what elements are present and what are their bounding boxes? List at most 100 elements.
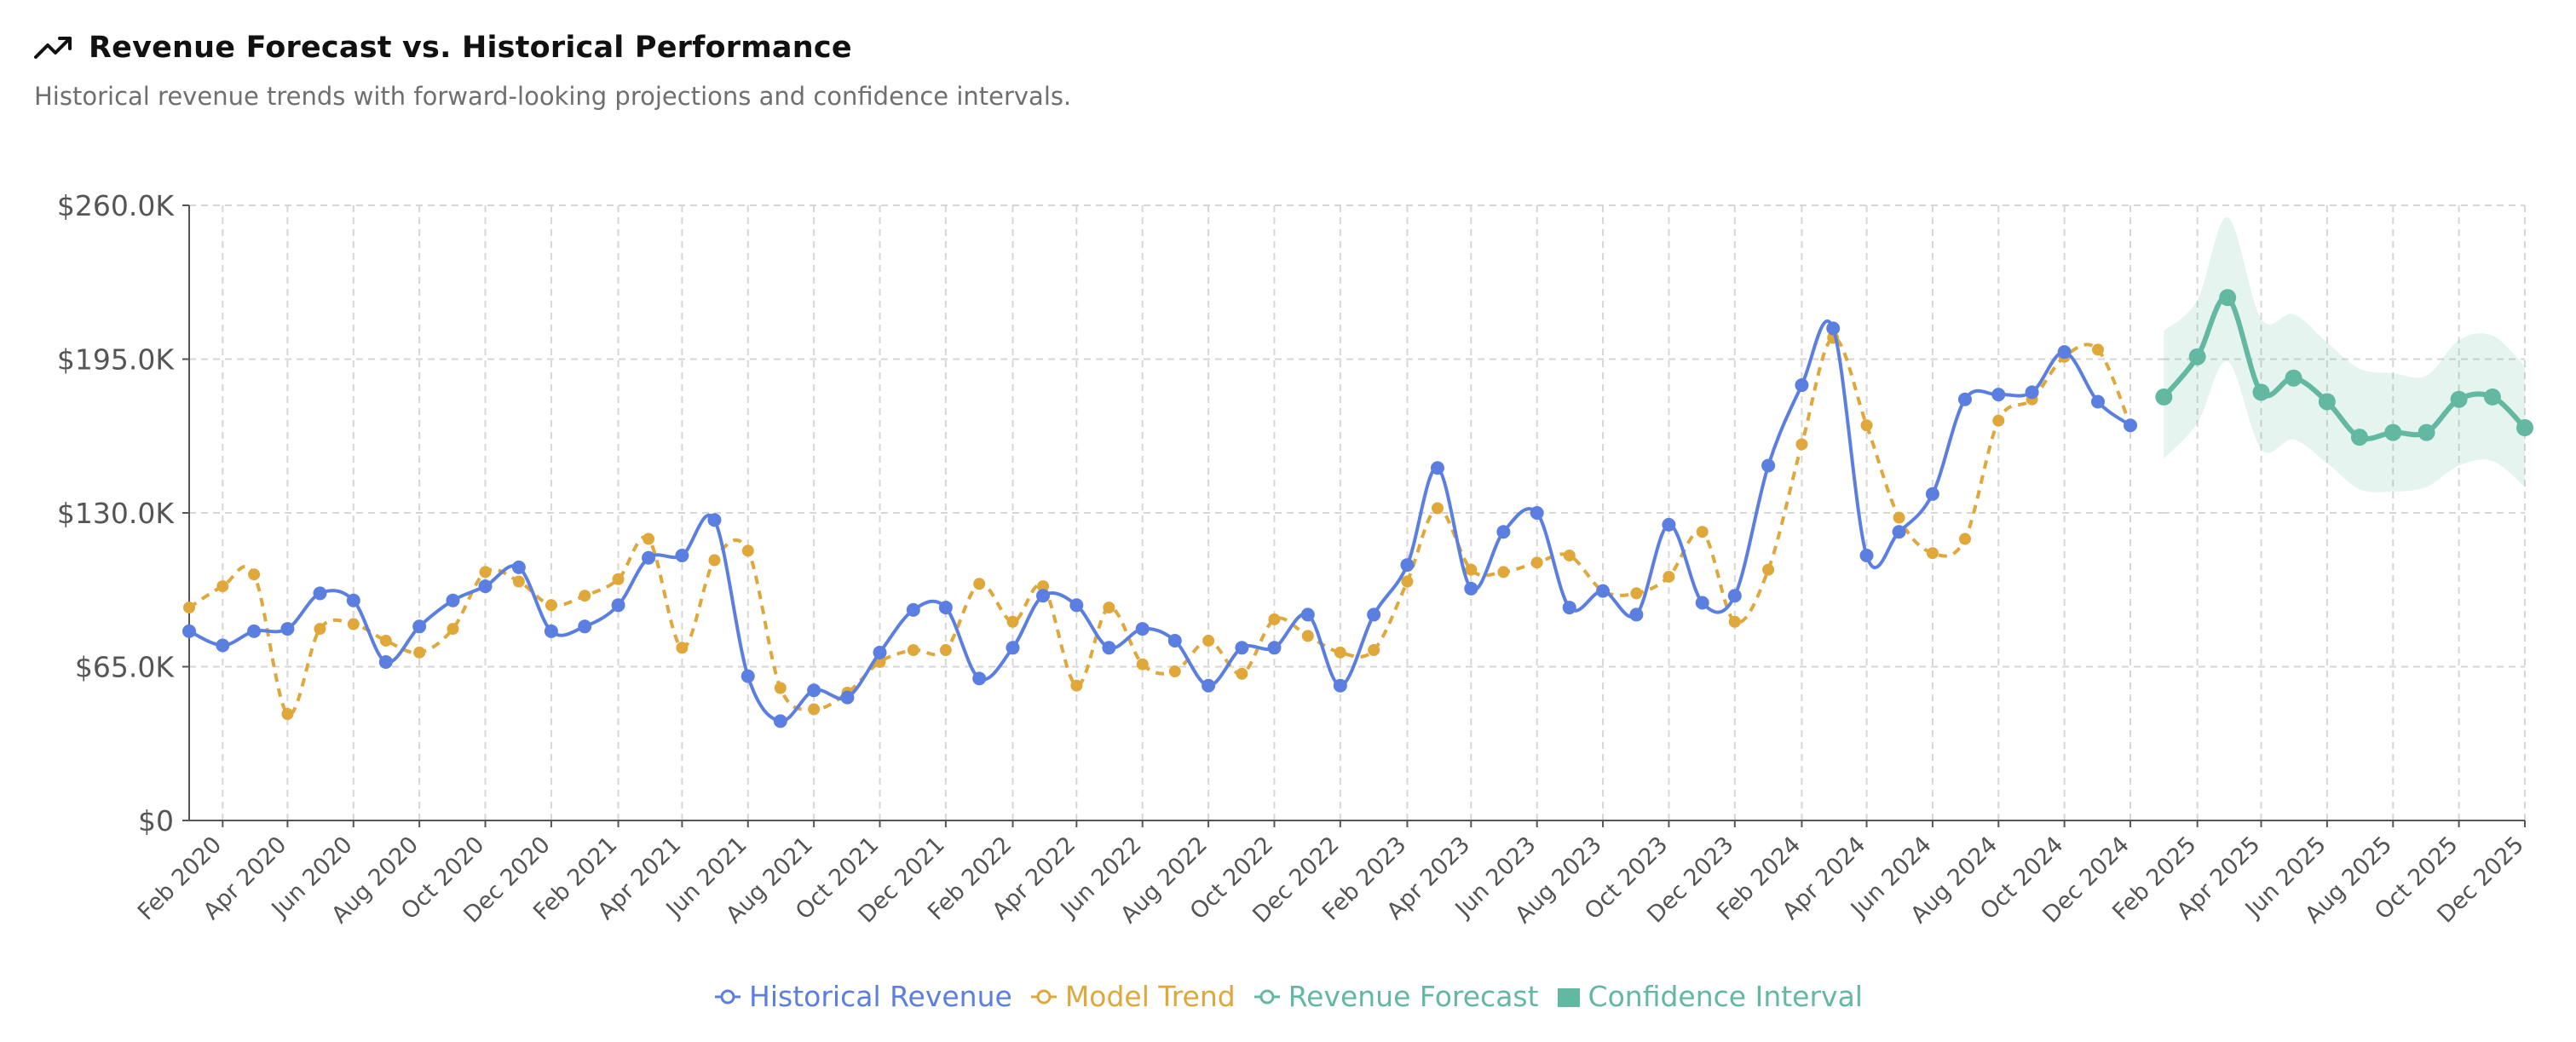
trend-point [1728,615,1741,628]
historical-point [247,624,262,638]
trend-point [1530,556,1543,569]
trend-point [379,634,392,647]
historical-line [188,319,2132,723]
trend-point [1070,679,1083,692]
historical-point [1892,525,1906,539]
trend-point [281,708,294,721]
historical-point [182,624,196,638]
historical-point [2025,385,2039,400]
historical-point [1991,388,2006,402]
trend-point [413,646,426,659]
trend-point [1368,644,1380,657]
trend-point [676,642,689,654]
legend-item-ci[interactable]: Confidence Interval [1556,980,1863,1013]
historical-point [807,683,821,698]
historical-point [1562,601,1576,615]
legend-item-historical[interactable]: Historical Revenue [713,980,1012,1013]
trend-point [1202,634,1215,647]
legend-trend-icon [1030,989,1057,1004]
trend-point [1795,438,1808,451]
historical-point [1430,461,1444,475]
historical-point [1167,633,1182,648]
historical-point [873,645,887,659]
historical-point [1300,607,1315,622]
trend-point [1431,502,1444,515]
historical-point [412,619,427,634]
legend-item-trend[interactable]: Model Trend [1029,980,1236,1013]
historical-point [1629,607,1644,622]
trend-point [545,599,557,612]
confidence-interval-band [2164,216,2525,492]
trend-point [248,568,261,581]
historical-point [1727,589,1742,603]
legend-label-ci: Confidence Interval [1588,980,1863,1013]
forecast-point [2483,388,2501,406]
historical-point [1957,392,1972,406]
trend-point [808,703,821,716]
historical-point [313,586,327,601]
trend-point [447,623,459,636]
trend-point [1992,414,2005,427]
historical-point [578,619,592,634]
historical-point [1006,641,1020,655]
historical-point [280,622,295,636]
forecast-point [2418,423,2435,441]
historical-point [544,624,558,638]
grid-lines [189,204,2526,820]
historical-point [478,579,493,594]
historical-point [840,690,855,705]
trend-point [1401,575,1414,588]
historical-point [1859,548,1874,562]
trend-point [1696,526,1709,538]
chart-header: Revenue Forecast vs. Historical Performa… [34,31,1071,111]
trend-point [708,554,721,567]
historical-point [1202,678,1216,693]
trend-point [1663,570,1675,583]
historical-point [1333,678,1347,693]
trend-point [579,590,591,602]
trend-point [512,575,525,588]
chart-title: Revenue Forecast vs. Historical Performa… [89,31,852,65]
historical-point [1135,622,1150,636]
chart-legend: Historical Revenue Model Trend Revenue F… [0,980,2576,1013]
forecast-point [2350,429,2368,446]
trend-point [1497,566,1510,579]
historical-point [1367,607,1381,622]
forecast-point [2285,369,2302,387]
historical-point [1267,641,1282,655]
trend-point [1926,547,1939,560]
forecast-point [2188,348,2206,366]
trend-point [1103,602,1115,614]
historical-point [972,671,987,686]
trend-point [973,578,986,590]
trend-point [1465,563,1478,576]
historical-point [1036,589,1051,603]
historical-point [1464,581,1478,596]
legend-ci-icon [1557,987,1580,1007]
historical-point [1596,584,1611,598]
trend-point [2091,343,2104,356]
historical-point [1925,486,1939,501]
trend-point [907,644,919,657]
historical-point [611,598,625,613]
trend-point [314,623,326,636]
trend-point [479,566,492,579]
legend-item-forecast[interactable]: Revenue Forecast [1253,980,1539,1013]
trend-point [741,544,754,557]
historical-point [938,601,953,615]
historical-point [378,654,393,669]
historical-point [1662,517,1676,532]
historical-point [1235,641,1249,655]
historical-point [1069,598,1084,613]
trend-point [1630,587,1643,600]
historical-point [2057,345,2072,360]
forecast-point [2384,423,2402,441]
forecast-point [2450,390,2468,408]
trend-point [774,682,787,694]
trend-point [347,618,360,630]
trend-point [1236,667,1248,680]
trend-point [1301,630,1314,642]
historical-point [707,513,722,527]
trend-point [1037,580,1050,593]
